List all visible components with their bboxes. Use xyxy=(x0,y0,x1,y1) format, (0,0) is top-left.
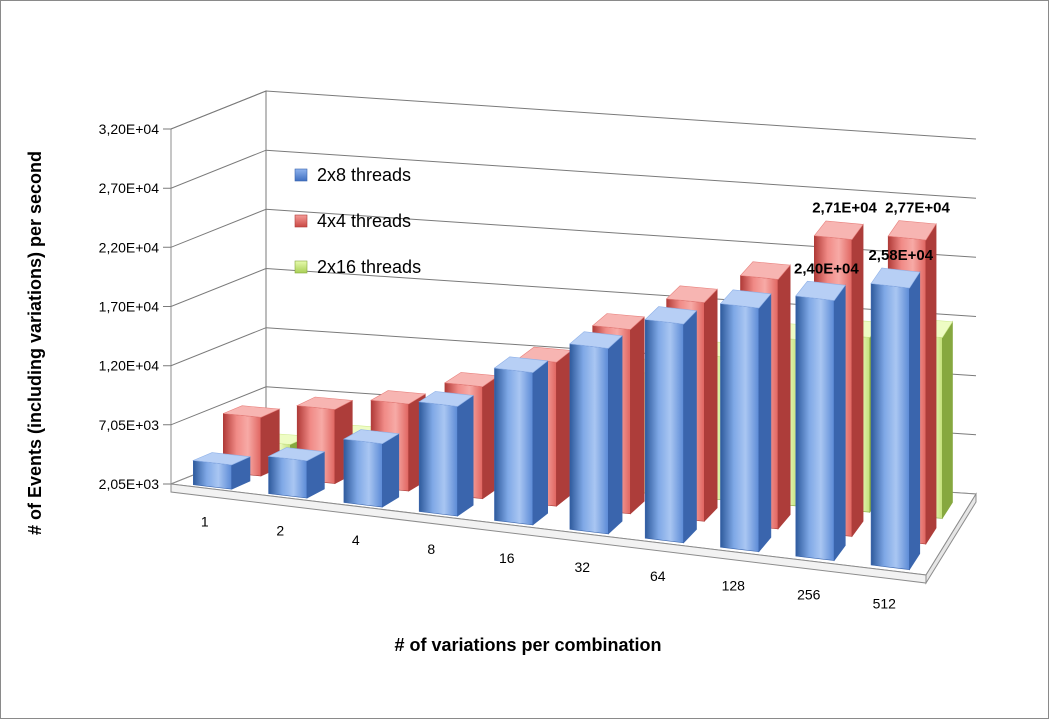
bar-top-face xyxy=(192,452,252,466)
bar-front-face xyxy=(418,401,458,517)
bar-top-face xyxy=(370,390,427,405)
bars xyxy=(192,220,954,571)
x-tick-label: 2 xyxy=(276,523,284,539)
bar-top-face xyxy=(223,405,281,418)
bar-top-face xyxy=(719,289,772,309)
legend-item: 4x4 threads xyxy=(294,211,411,231)
bar-top-face xyxy=(795,280,846,301)
bar-top-face xyxy=(418,391,475,407)
legend-label: 2x8 threads xyxy=(317,165,411,185)
bar-side-face xyxy=(703,288,718,523)
bar-side-face xyxy=(941,320,953,520)
x-axis-ticks: 1 2 4 8 16 32 64 128 256 512 xyxy=(201,514,896,612)
bar-top-face xyxy=(813,220,864,240)
x-tick-label: 8 xyxy=(427,541,435,557)
legend-swatch xyxy=(294,214,308,228)
y-tick-label: 2,70E+04 xyxy=(99,180,160,196)
x-tick-label: 4 xyxy=(352,532,360,548)
bar-top-face xyxy=(887,220,937,241)
bar-front-face xyxy=(494,367,534,526)
data-label: 2,71E+04 xyxy=(812,200,877,217)
y-tick-label: 2,05E+03 xyxy=(99,476,160,492)
bar-2x8-threads-64 xyxy=(644,306,698,544)
bar-2x8-threads-128 xyxy=(719,289,772,553)
bar-front-face xyxy=(795,295,835,561)
bar-top-face xyxy=(569,331,623,349)
data-label: 2,77E+04 xyxy=(885,199,950,216)
bar-side-face xyxy=(833,284,846,562)
bar-side-face xyxy=(777,264,791,530)
bar-top-face xyxy=(665,285,718,303)
legend: 2x8 threads 4x4 threads 2x16 threads xyxy=(294,165,421,277)
x-axis-title: # of variations per combination xyxy=(394,635,661,655)
bar-top-face xyxy=(644,306,698,325)
data-labels: 2,40E+04 2,58E+04 2,71E+04 2,77E+04 xyxy=(794,199,950,277)
bar-2x8-threads-32 xyxy=(569,331,623,535)
bar-front-face xyxy=(569,343,609,535)
x-tick-label: 256 xyxy=(797,586,821,602)
bar-2x8-threads-2 xyxy=(267,447,326,499)
y-tick-label: 7,05E+03 xyxy=(99,417,160,433)
x-tick-label: 64 xyxy=(650,568,666,584)
gridline xyxy=(163,149,977,199)
bar-2x8-threads-1 xyxy=(192,452,252,490)
legend-label: 4x4 threads xyxy=(317,211,411,231)
bar-side-face xyxy=(683,309,697,544)
bar-front-face xyxy=(720,303,760,553)
x-tick-label: 128 xyxy=(722,577,746,593)
y-axis-ticks: 2,05E+03 7,05E+03 1,20E+04 1,70E+04 2,20E+04… xyxy=(99,121,160,492)
bar-top-face xyxy=(591,313,645,330)
bar-top-face xyxy=(493,356,549,373)
legend-swatch xyxy=(294,168,308,182)
x-tick-label: 512 xyxy=(873,595,897,611)
y-axis-title: # of Events (including variations) per s… xyxy=(25,151,45,535)
bar-2x8-threads-16 xyxy=(493,356,549,526)
y-tick-label: 2,20E+04 xyxy=(99,239,160,255)
data-label: 2,40E+04 xyxy=(794,260,859,277)
gridline xyxy=(163,208,977,258)
bar-side-face xyxy=(607,335,623,535)
gridline xyxy=(163,267,977,317)
bar-side-face xyxy=(758,293,772,553)
bar-front-face xyxy=(268,455,308,499)
bar-side-face xyxy=(381,433,400,508)
bar-front-face xyxy=(193,460,232,490)
y-tick-label: 3,20E+04 xyxy=(99,121,160,137)
bar-top-face xyxy=(342,429,400,445)
x-tick-label: 1 xyxy=(201,514,209,530)
legend-item: 2x8 threads xyxy=(294,165,411,185)
legend-item: 2x16 threads xyxy=(294,257,421,277)
bar-top-face xyxy=(870,267,921,289)
legend-label: 2x16 threads xyxy=(317,257,421,277)
bar-2x8-threads-4 xyxy=(342,429,400,508)
bar-side-face xyxy=(532,360,549,526)
x-tick-label: 32 xyxy=(574,559,590,575)
bar-front-face xyxy=(644,319,684,544)
bar-2x8-threads-8 xyxy=(418,391,475,517)
bar-2x8-threads-256 xyxy=(795,280,846,562)
bar-front-face xyxy=(870,283,910,570)
floor-side-edge xyxy=(925,492,977,585)
bar-side-face xyxy=(457,394,474,517)
bar-side-face xyxy=(556,349,572,507)
x-tick-label: 16 xyxy=(499,550,515,566)
data-label: 2,58E+04 xyxy=(868,247,933,264)
gridline xyxy=(163,90,977,140)
bar-top-face xyxy=(296,396,354,410)
y-tick-label: 1,20E+04 xyxy=(99,358,160,374)
bar-front-face xyxy=(343,438,383,508)
y-tick-label: 1,70E+04 xyxy=(99,299,160,315)
bar-side-face xyxy=(909,271,921,571)
legend-swatch xyxy=(294,260,308,274)
bar-side-face xyxy=(925,222,937,546)
bar-top-face xyxy=(267,447,326,462)
bar-side-face xyxy=(630,316,645,515)
bar-2x8-threads-512 xyxy=(870,267,921,571)
bar-top-face xyxy=(739,261,791,280)
